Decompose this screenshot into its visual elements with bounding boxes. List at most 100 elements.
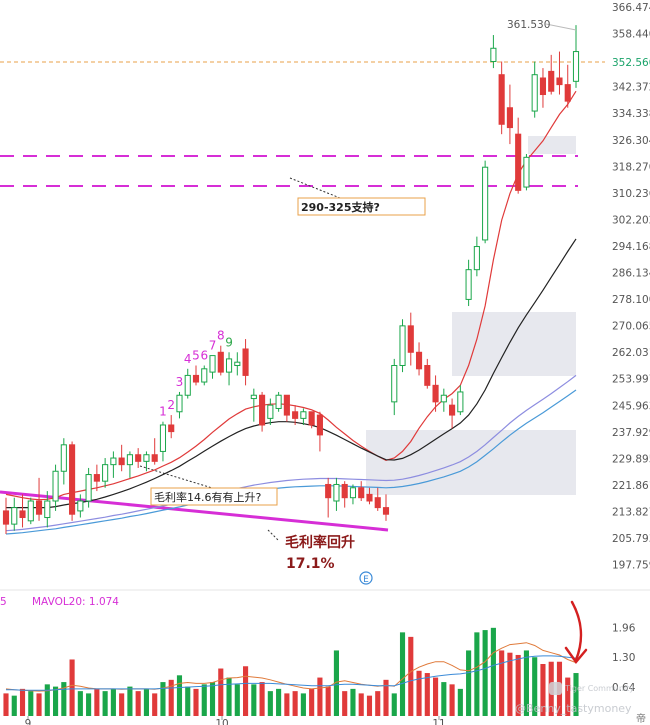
volume-bar <box>474 632 480 716</box>
volume-bar <box>251 684 257 716</box>
candle-body <box>77 500 84 512</box>
candle-body <box>19 510 26 519</box>
price-tick: 245.963 <box>612 400 650 412</box>
current-price-tag <box>605 54 650 70</box>
volume-bar <box>168 679 174 716</box>
candle-body <box>143 454 150 462</box>
candle <box>19 494 26 528</box>
candle <box>209 355 216 379</box>
margin-title: 毛利率回升 <box>285 534 355 551</box>
volume-bar <box>209 682 216 716</box>
volume-left-fragment: 5 <box>0 596 7 608</box>
volume-bar <box>366 695 373 716</box>
price-tick: 342.372 <box>612 82 650 94</box>
candle <box>374 487 381 511</box>
volume-bar <box>143 688 149 716</box>
candle <box>415 342 423 376</box>
candle <box>126 451 133 478</box>
candle-body <box>184 374 191 396</box>
candle <box>457 385 464 416</box>
candle-body <box>457 391 464 413</box>
support-box <box>297 197 426 216</box>
candle <box>358 481 365 501</box>
candle-body <box>11 507 18 525</box>
price-tick: 197.759 <box>612 560 650 572</box>
volume-bar <box>416 670 422 716</box>
candle-body <box>424 365 431 386</box>
volume-bar <box>573 673 579 716</box>
count-digit: 1 <box>159 405 167 419</box>
volume-bar <box>383 679 389 716</box>
volume-bar <box>399 632 406 716</box>
high-price-label: 361.530 <box>507 19 550 31</box>
volume-bar <box>160 682 166 716</box>
x-axis: 9 10 11 <box>25 716 446 725</box>
candle-body <box>349 487 357 499</box>
candle <box>2 497 10 535</box>
volume-bar <box>408 636 414 716</box>
price-tick: 278.100 <box>612 294 650 306</box>
price-tick: 229.895 <box>612 453 650 465</box>
candle-body <box>523 156 530 188</box>
volume-bar <box>499 650 505 716</box>
candle <box>27 497 34 525</box>
candle-body <box>110 457 117 466</box>
volume-bar <box>490 627 496 716</box>
support-label: 290-325支持? <box>301 200 380 214</box>
candle <box>77 494 84 518</box>
price-tick: 213.827 <box>612 506 650 518</box>
price-tick: 326.304 <box>612 135 650 147</box>
volume-bar <box>36 693 42 716</box>
candle-body <box>259 394 266 426</box>
volume-bar <box>19 688 26 716</box>
price-tick: 366.474 <box>612 2 650 14</box>
candles <box>2 25 580 535</box>
count-digit: 4 <box>184 352 192 366</box>
price-tick: 253.997 <box>612 374 650 386</box>
volume-bar <box>276 688 282 716</box>
candle <box>159 421 167 462</box>
candle-body <box>242 348 249 376</box>
volume-tick: 0.64 <box>612 682 636 694</box>
volume-bar <box>201 684 207 716</box>
candle <box>69 441 76 521</box>
event-marker-circle <box>359 571 373 585</box>
volume-averages <box>5 642 577 692</box>
mavol-label: MAVOL20: 1.074 <box>32 596 119 608</box>
candle-body <box>366 493 373 502</box>
candle <box>143 451 150 472</box>
candle-body <box>506 107 513 129</box>
volume-bar <box>540 664 546 716</box>
candle <box>11 497 18 531</box>
volume-bar <box>342 691 348 716</box>
candle <box>482 160 489 244</box>
price-tick: 237.929 <box>612 427 650 439</box>
candle <box>259 391 266 432</box>
price-tick: 221.861 <box>612 480 650 492</box>
candle <box>382 494 390 521</box>
volume-bar <box>259 682 265 716</box>
volume-bar <box>53 686 59 716</box>
candle-body <box>250 394 257 400</box>
candle-body <box>490 47 497 62</box>
candle <box>135 448 142 468</box>
volume-bar <box>507 652 513 716</box>
support-zones <box>366 136 576 495</box>
volume-bar <box>3 693 9 716</box>
moving-average-line <box>5 90 577 501</box>
candle <box>168 415 175 439</box>
candle <box>465 259 472 307</box>
candle-body <box>159 424 167 452</box>
candle <box>366 487 373 505</box>
candle <box>548 54 555 95</box>
x-tick-label: 10 <box>215 718 228 725</box>
volume-bar <box>226 677 232 716</box>
candle-body <box>308 411 315 426</box>
bottom-right-char: 帝 <box>636 712 646 725</box>
candle <box>292 405 299 425</box>
candle-body <box>399 325 406 367</box>
candle <box>449 398 456 429</box>
candle <box>424 358 431 389</box>
support-lines <box>0 155 578 187</box>
candle <box>572 25 580 88</box>
